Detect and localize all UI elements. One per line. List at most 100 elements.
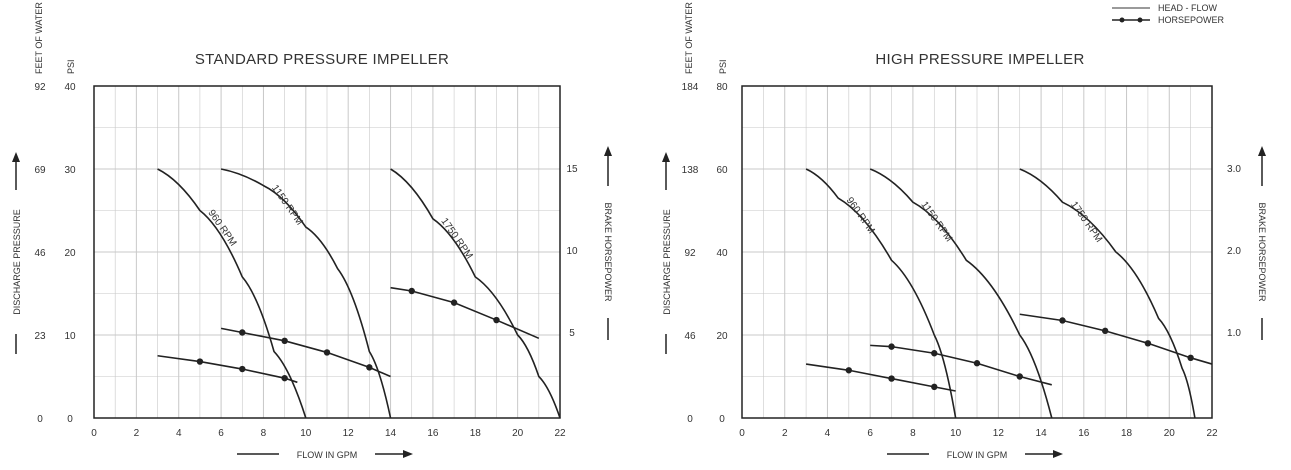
horsepower-marker xyxy=(239,329,246,336)
psi-unit: PSI xyxy=(66,59,76,74)
horsepower-marker xyxy=(366,364,373,371)
x-tick-label: 6 xyxy=(218,428,224,439)
x-tick-label: 20 xyxy=(1164,428,1176,439)
horsepower-marker xyxy=(281,374,288,382)
x-axis-arrow xyxy=(403,450,413,458)
horsepower-marker xyxy=(845,367,853,374)
horsepower-marker xyxy=(196,358,204,365)
horsepower-marker xyxy=(973,360,981,367)
x-tick-label: 12 xyxy=(343,428,355,439)
x-tick-label: 4 xyxy=(176,428,182,439)
y-tick-label-psi: 20 xyxy=(716,331,728,342)
legend-horsepower-label: HORSEPOWER xyxy=(1158,15,1225,25)
y-axis-label-right: BRAKE HORSEPOWER xyxy=(603,202,613,302)
x-axis-label: FLOW IN GPM xyxy=(947,450,1008,460)
x-tick-label: 18 xyxy=(470,428,482,439)
y-tick-label-psi: 0 xyxy=(67,414,73,425)
y-tick-label-psi: 0 xyxy=(719,414,725,425)
horsepower-curve xyxy=(390,286,540,340)
rpm-curve-label: 960 RPM xyxy=(205,208,238,248)
y-tick-label-feet: 69 xyxy=(34,165,46,176)
x-tick-label: 22 xyxy=(1206,428,1218,439)
y-axis-arrow-right xyxy=(604,146,612,156)
head-flow-curve xyxy=(869,168,1053,419)
x-tick-label: 10 xyxy=(300,428,312,439)
legend-head-flow-label: HEAD - FLOW xyxy=(1158,3,1218,13)
head-flow-curve xyxy=(1019,168,1196,419)
legend-horsepower-marker xyxy=(1119,17,1125,23)
chart-title: STANDARD PRESSURE IMPELLER xyxy=(195,51,449,68)
y-axis-arrow-right xyxy=(1258,146,1266,156)
x-tick-label: 16 xyxy=(1078,428,1090,439)
horsepower-marker xyxy=(323,349,331,356)
y-tick-label-psi: 40 xyxy=(64,82,76,93)
y-tick-label-psi: 80 xyxy=(716,82,728,93)
x-tick-label: 20 xyxy=(512,428,524,439)
x-tick-label: 18 xyxy=(1121,428,1133,439)
y-tick-label-feet: 92 xyxy=(684,248,696,259)
plot-frame xyxy=(741,85,1213,419)
y-tick-label-feet: 138 xyxy=(682,165,699,176)
horsepower-marker xyxy=(1101,327,1109,335)
x-tick-label: 14 xyxy=(1036,428,1048,439)
x-axis-arrow xyxy=(1053,450,1063,458)
rpm-curve-label: 1750 RPM xyxy=(438,216,474,261)
y-tick-label-feet: 0 xyxy=(37,414,43,425)
x-tick-label: 8 xyxy=(261,428,267,439)
y-axis-arrow-left xyxy=(12,152,20,162)
x-tick-label: 0 xyxy=(739,428,745,439)
horsepower-marker xyxy=(1144,340,1152,347)
x-tick-label: 22 xyxy=(554,428,566,439)
horsepower-marker xyxy=(931,383,938,391)
y-tick-label-right: 3.0 xyxy=(1227,164,1241,175)
horsepower-marker xyxy=(1059,317,1066,324)
y-tick-label-feet: 184 xyxy=(682,82,699,93)
horsepower-marker xyxy=(1187,354,1194,362)
y-tick-label-right: 5 xyxy=(569,328,575,339)
horsepower-marker xyxy=(408,287,415,295)
head-flow-curve xyxy=(220,168,392,419)
horsepower-curve xyxy=(1019,313,1213,365)
y-tick-label-right: 10 xyxy=(566,246,578,257)
x-tick-label: 10 xyxy=(950,428,962,439)
y-tick-label-psi: 10 xyxy=(64,331,76,342)
x-tick-label: 16 xyxy=(427,428,439,439)
horsepower-curve xyxy=(220,327,391,378)
feet-of-water-unit: FEET OF WATER xyxy=(34,2,44,74)
horsepower-marker xyxy=(888,343,895,350)
horsepower-marker xyxy=(450,299,458,306)
y-tick-label-right: 1.0 xyxy=(1227,328,1241,339)
y-tick-label-right: 2.0 xyxy=(1227,246,1241,257)
y-tick-label-psi: 60 xyxy=(716,165,728,176)
x-tick-label: 4 xyxy=(825,428,831,439)
rpm-curve-label: 1750 RPM xyxy=(1068,200,1104,245)
chart-title: HIGH PRESSURE IMPELLER xyxy=(875,51,1084,68)
horsepower-marker xyxy=(493,316,500,324)
head-flow-curve xyxy=(805,168,957,419)
x-tick-label: 0 xyxy=(91,428,97,439)
horsepower-marker xyxy=(931,350,938,357)
legend-horsepower-marker xyxy=(1137,17,1143,23)
horsepower-marker xyxy=(888,375,895,382)
y-axis-label-right: BRAKE HORSEPOWER xyxy=(1257,202,1267,302)
head-flow-curve xyxy=(390,168,561,419)
y-tick-label-feet: 92 xyxy=(34,82,46,93)
horsepower-marker xyxy=(1016,373,1023,380)
rpm-curve-label: 1150 RPM xyxy=(269,183,305,227)
y-tick-label-feet: 23 xyxy=(34,331,46,342)
plot-frame xyxy=(93,85,561,419)
horsepower-curve xyxy=(870,344,1052,386)
y-tick-label-feet: 0 xyxy=(687,414,693,425)
x-axis-label: FLOW IN GPM xyxy=(297,450,358,460)
x-tick-label: 8 xyxy=(910,428,916,439)
y-tick-label-right: 15 xyxy=(566,164,578,175)
horsepower-marker xyxy=(239,365,246,373)
y-tick-label-feet: 46 xyxy=(684,331,696,342)
y-tick-label-feet: 46 xyxy=(34,248,46,259)
horsepower-marker xyxy=(281,337,288,345)
feet-of-water-unit: FEET OF WATER xyxy=(684,2,694,74)
legend: HEAD - FLOW HORSEPOWER xyxy=(1112,3,1225,25)
y-axis-label-left: DISCHARGE PRESSURE xyxy=(662,209,672,315)
